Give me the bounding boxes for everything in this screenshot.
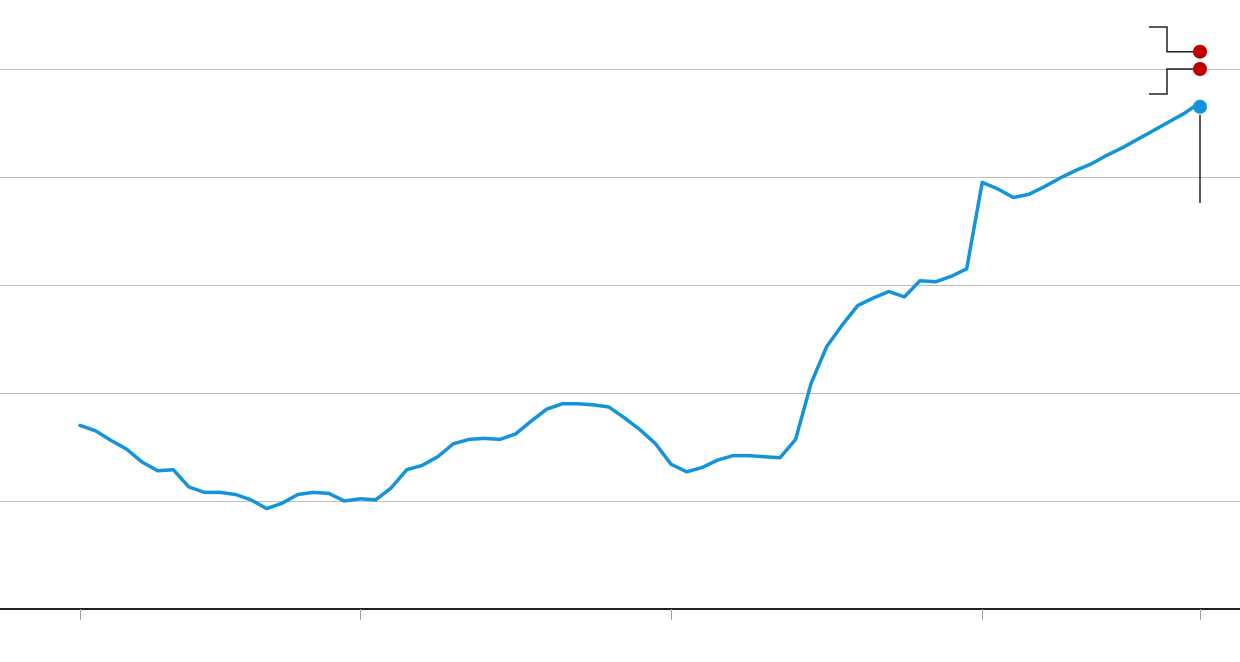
annotations bbox=[1149, 26, 1201, 203]
end-point-marker bbox=[1193, 44, 1207, 59]
annotation-connector-lower bbox=[1149, 68, 1194, 95]
gridlines bbox=[0, 69, 1240, 502]
series-layer bbox=[78, 105, 1196, 511]
end-markers bbox=[1193, 44, 1207, 114]
series-line bbox=[78, 105, 1196, 511]
x-axis bbox=[0, 608, 1240, 620]
end-point-marker bbox=[1193, 62, 1207, 76]
annotation-connector-upper bbox=[1149, 26, 1194, 53]
end-point-marker bbox=[1193, 99, 1207, 114]
